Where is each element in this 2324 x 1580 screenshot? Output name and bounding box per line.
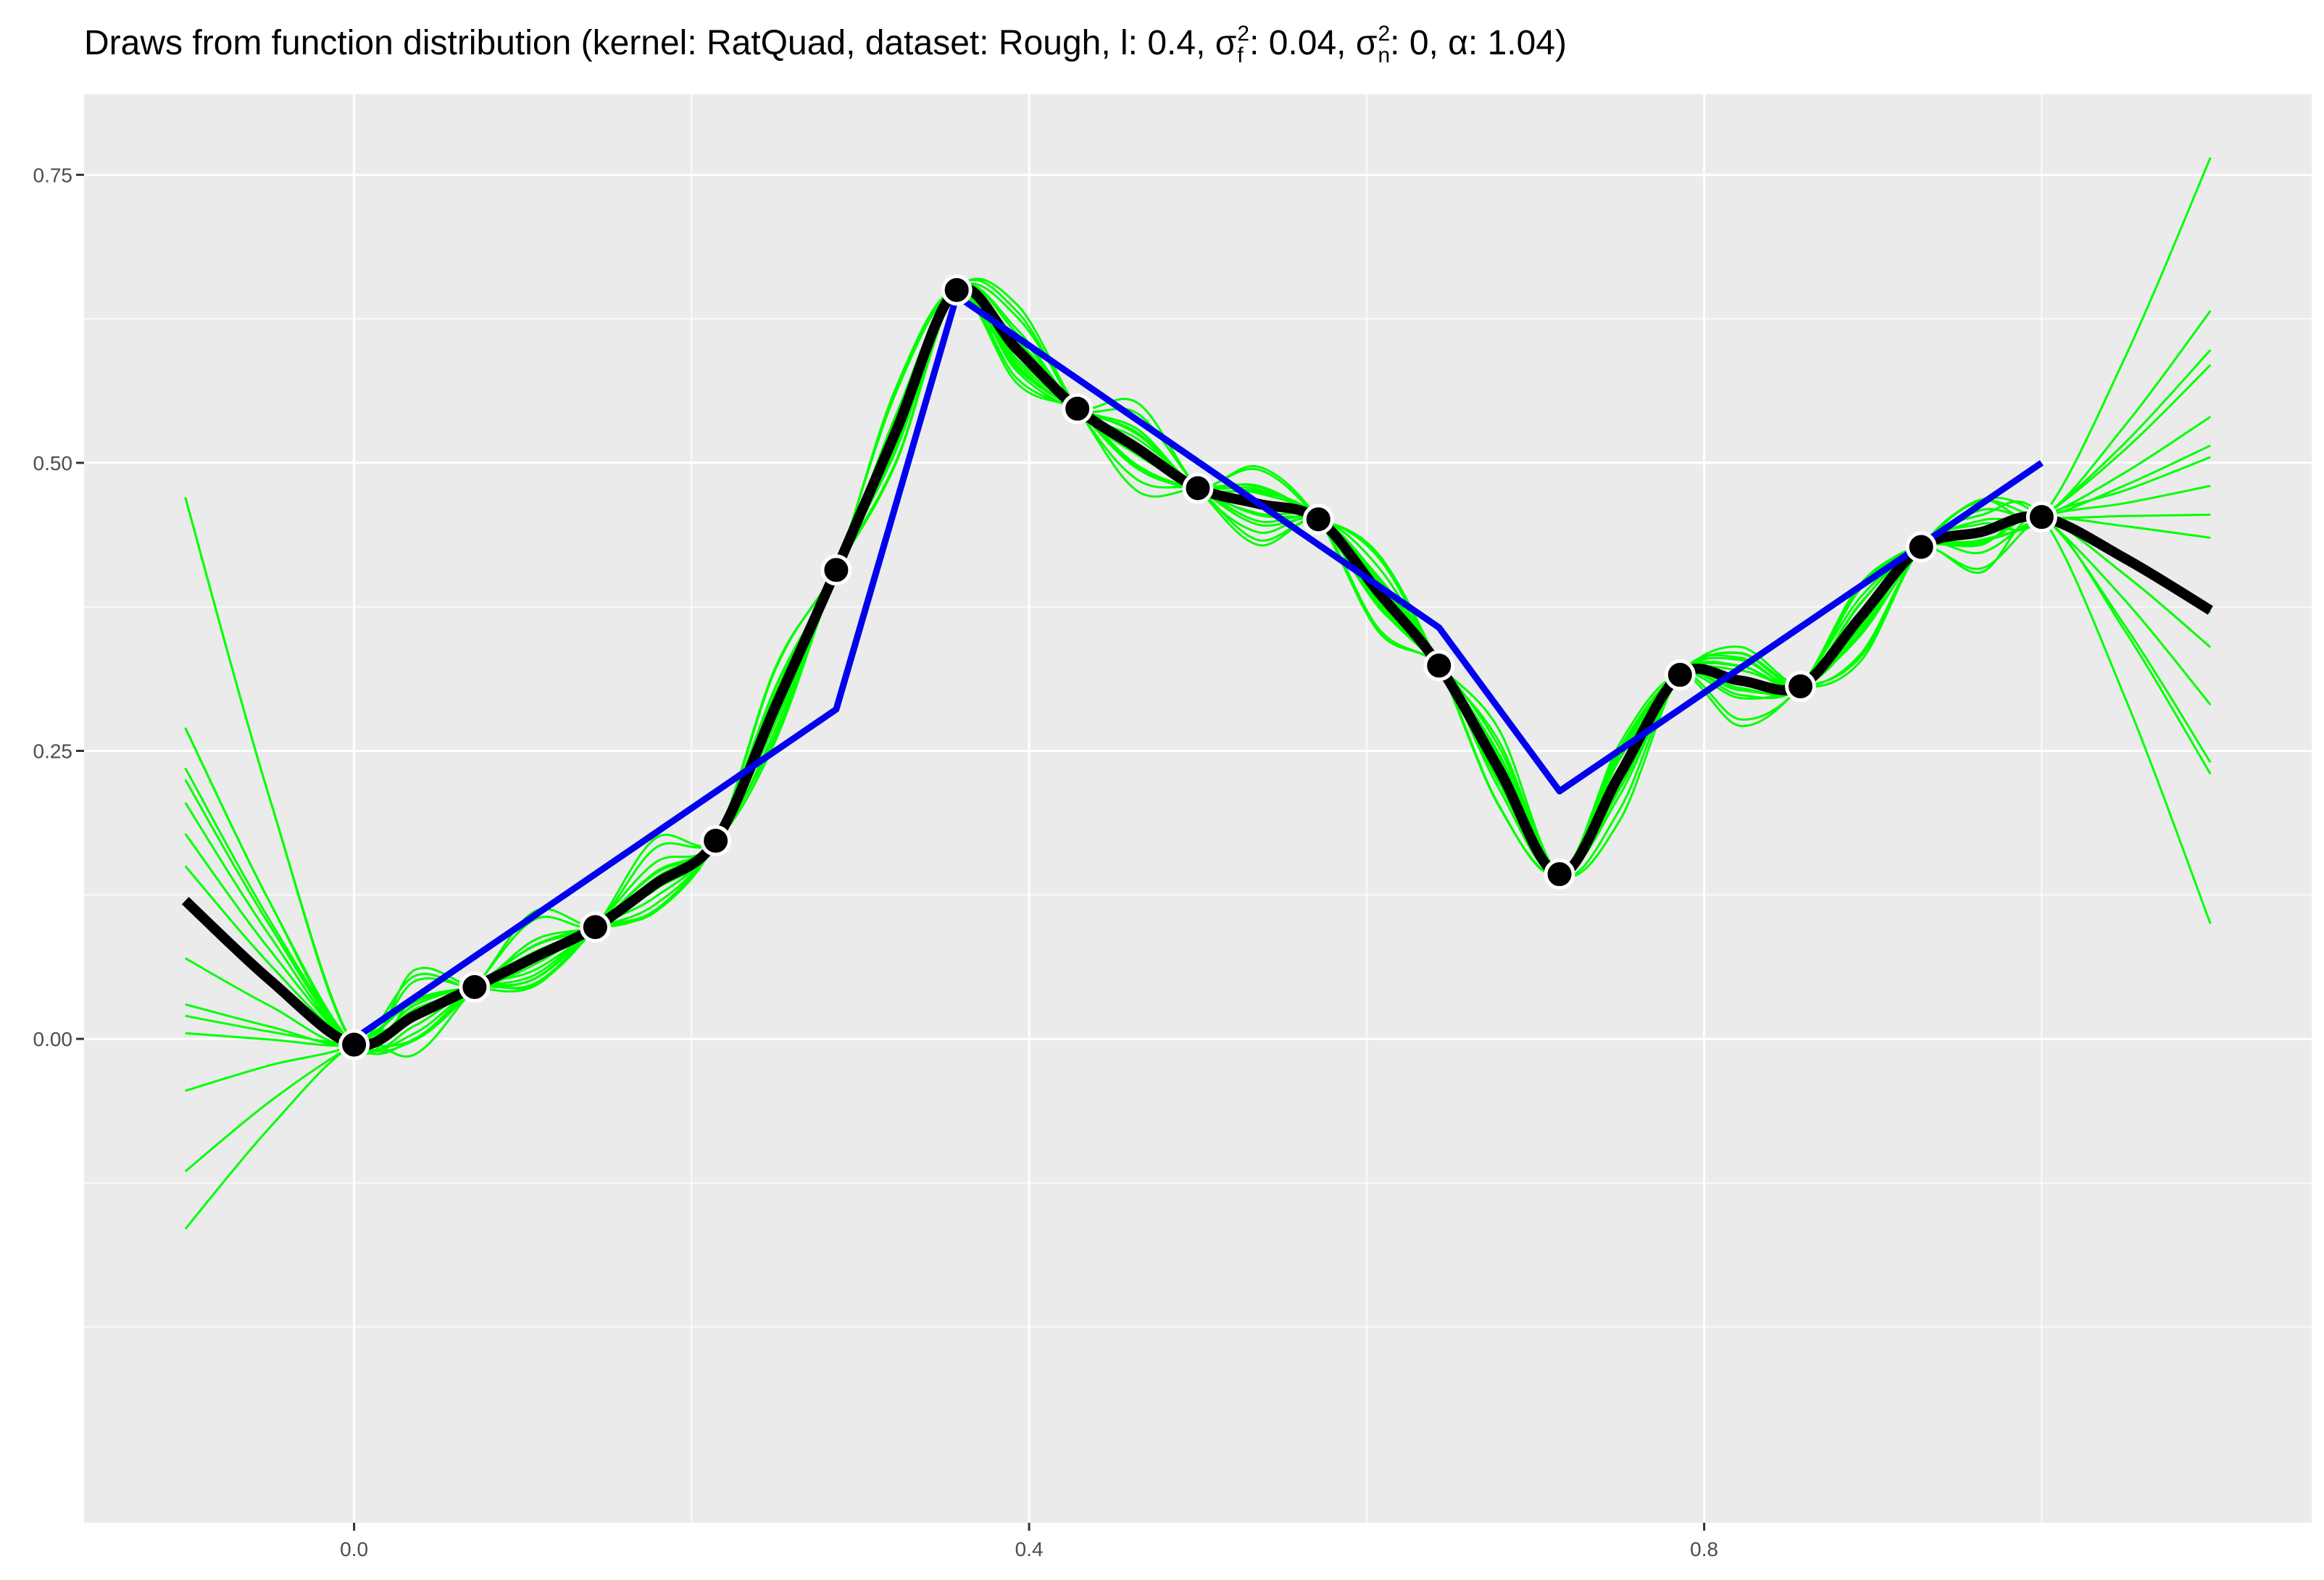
observation-point <box>1905 531 1937 563</box>
axes: 0.0 0.4 0.8 0.00 0.25 0.50 0.75 <box>33 164 1719 1560</box>
x-tick-label: 0.4 <box>1015 1538 1044 1560</box>
observation-point <box>1062 393 1094 425</box>
observation-point <box>1664 659 1696 691</box>
observation-point <box>579 911 611 943</box>
y-tick-label: 0.25 <box>33 740 73 762</box>
observation-point <box>1182 472 1214 504</box>
chart-title: Draws from function distribution (kernel… <box>84 22 1567 68</box>
observation-point <box>1544 858 1575 890</box>
observation-point <box>700 825 732 857</box>
mean-curve <box>181 283 2213 1051</box>
y-tick-label: 0.50 <box>33 452 73 475</box>
linear-interp-line <box>352 292 2044 1042</box>
observation-point <box>2025 501 2057 533</box>
y-tick-label: 0.75 <box>33 164 73 186</box>
x-tick-label: 0.8 <box>1690 1538 1718 1560</box>
plot-panel <box>84 94 2312 1523</box>
y-tick-label: 0.00 <box>33 1028 73 1050</box>
linear-interpolation <box>352 292 2044 1042</box>
grid-lines <box>84 94 2312 1523</box>
observation-point <box>338 1029 370 1061</box>
observation-points <box>338 274 2057 1061</box>
observation-point <box>1785 670 1817 702</box>
mean-line <box>181 283 2213 1051</box>
observation-point <box>820 554 852 586</box>
observation-point <box>1423 650 1455 682</box>
x-tick-label: 0.0 <box>340 1538 368 1560</box>
observation-point <box>459 971 491 1003</box>
observation-point <box>1302 503 1334 535</box>
observation-point <box>941 274 973 306</box>
